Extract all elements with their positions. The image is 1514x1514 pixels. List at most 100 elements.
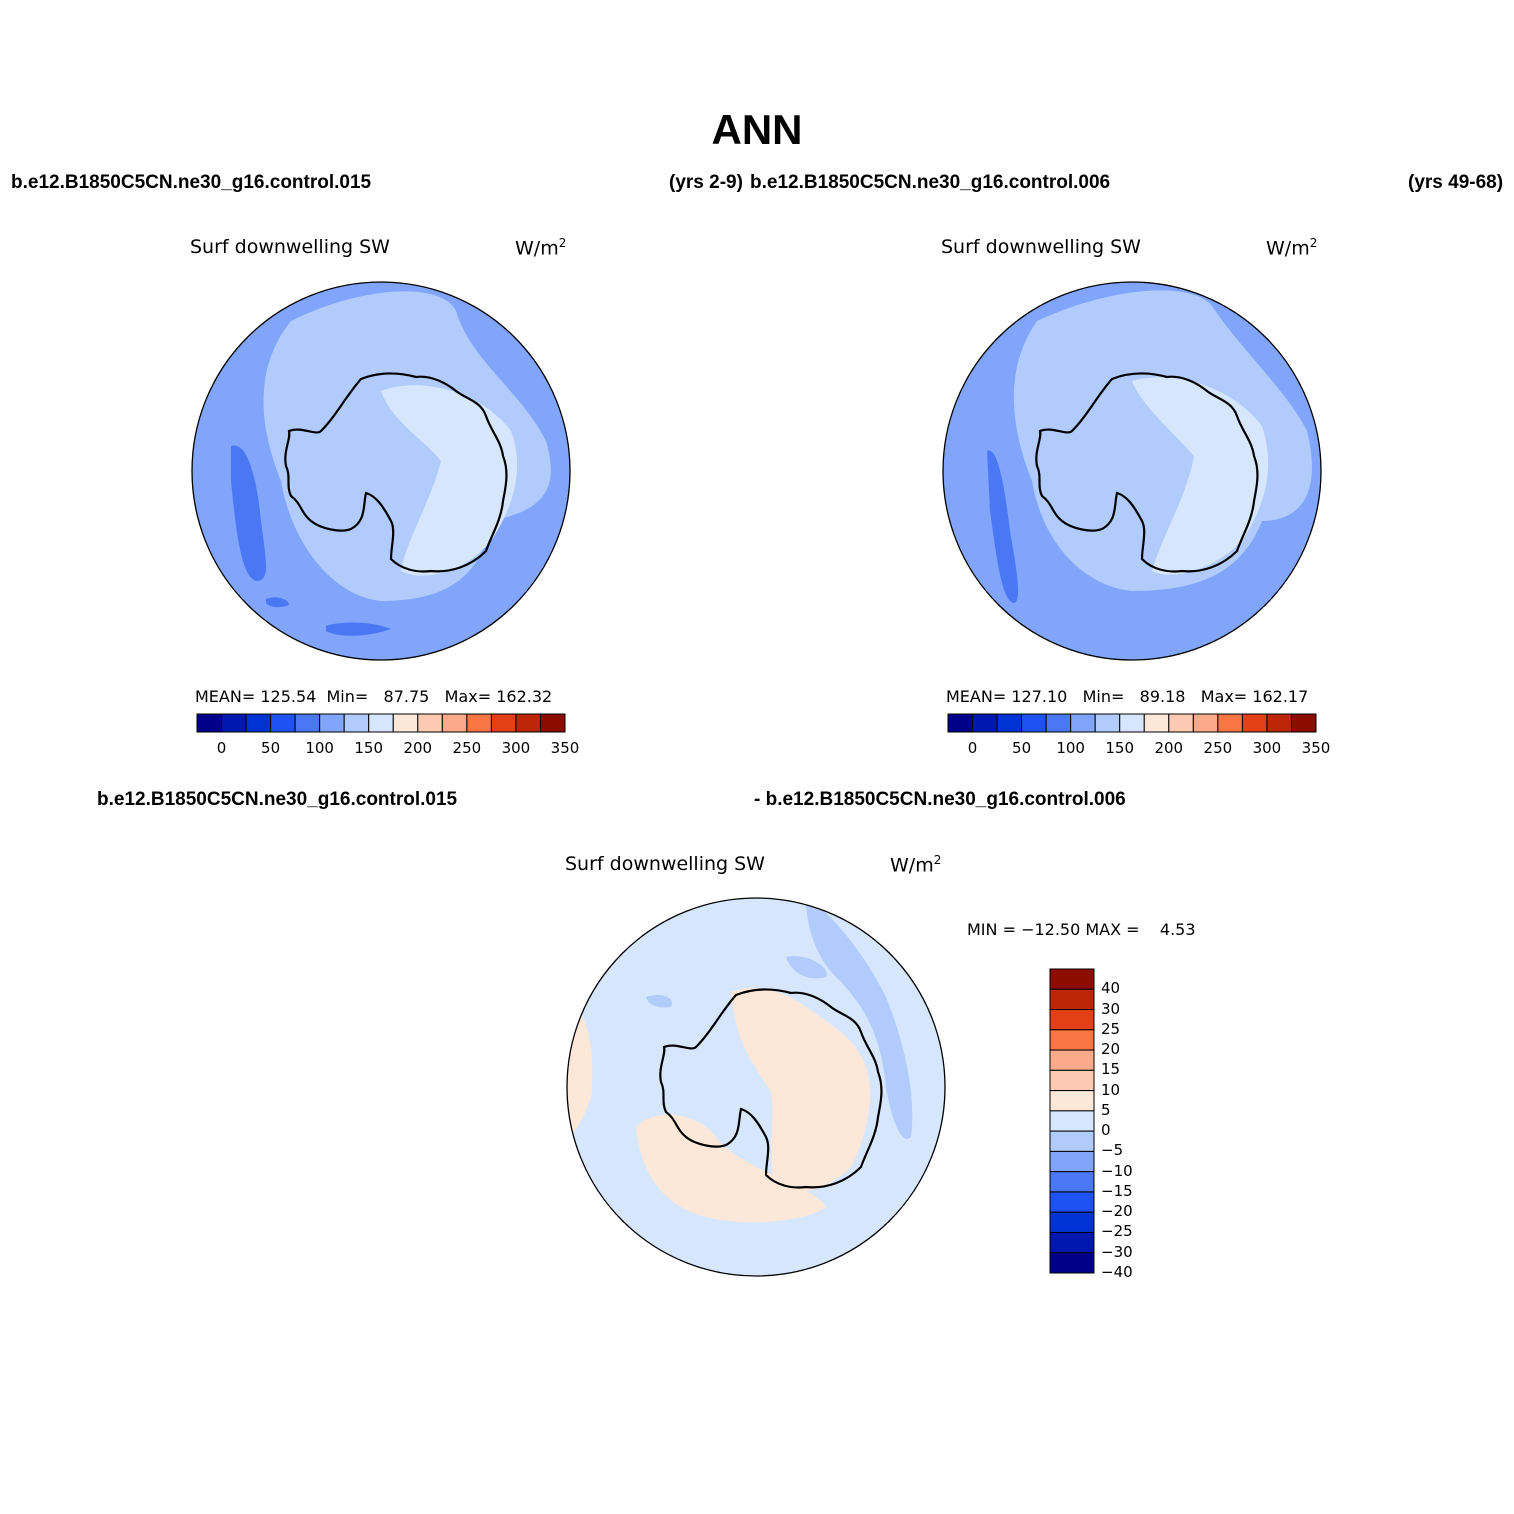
pacific-negative-patch xyxy=(786,956,827,979)
colorbar-swatch xyxy=(972,713,998,733)
panel2-units: W/m2 xyxy=(1266,236,1318,260)
panel2-years-label: (yrs 49-68) xyxy=(1408,172,1504,193)
colorbar-tick-label: 15 xyxy=(1101,1060,1121,1079)
colorbar-tick-label: 150 xyxy=(1105,739,1135,757)
panel1-years-label: (yrs 2-9) xyxy=(669,172,743,193)
colorbar-tick-label: −10 xyxy=(1101,1161,1133,1180)
antarctica-coastline xyxy=(1035,372,1259,573)
colorbar-swatch xyxy=(1049,1191,1095,1213)
panel2-case-label: b.e12.B1850C5CN.ne30_g16.control.006 xyxy=(750,172,1111,193)
colorbar-swatch xyxy=(196,713,223,733)
colorbar-swatch xyxy=(1217,713,1243,733)
colorbar-panel-2 xyxy=(947,713,1317,733)
colorbar-swatch xyxy=(1241,713,1268,733)
colorbar-tick-label: −30 xyxy=(1101,1242,1133,1261)
colorbar-tick-label: −20 xyxy=(1101,1202,1133,1221)
colorbar-swatch xyxy=(1119,713,1145,733)
panel1-stats: MEAN= 125.54 Min= 87.75 Max= 162.32 xyxy=(195,687,553,706)
panel1-case-label: b.e12.B1850C5CN.ne30_g16.control.015 xyxy=(11,172,372,193)
map-panel-difference xyxy=(566,897,946,1277)
colorbar-swatch xyxy=(221,713,247,733)
colorbar-tick-label: 250 xyxy=(1203,739,1233,757)
colorbar-swatch xyxy=(368,713,394,733)
diff-variable-title: Surf downwelling SW xyxy=(565,853,765,875)
pacific-negative-patch-2 xyxy=(646,995,672,1008)
colorbar-tick-label: 0 xyxy=(967,739,978,757)
colorbar-swatch xyxy=(539,713,566,733)
colorbar-swatch xyxy=(343,713,370,733)
colorbar-tick-label: 300 xyxy=(1252,739,1282,757)
colorbar-difference xyxy=(1049,968,1095,1274)
colorbar-swatch xyxy=(1290,713,1317,733)
colorbar-swatch xyxy=(1143,713,1170,733)
colorbar-swatch xyxy=(1049,968,1095,990)
colorbar-swatch xyxy=(1049,988,1095,1011)
colorbar-swatch xyxy=(1094,713,1121,733)
colorbar-swatch xyxy=(1021,713,1047,733)
colorbar-tick-label: 25 xyxy=(1101,1019,1121,1038)
colorbar-swatch xyxy=(1049,1090,1095,1112)
colorbar-swatch xyxy=(417,713,443,733)
colorbar-panel-1 xyxy=(196,713,566,733)
colorbar-swatch xyxy=(1192,713,1219,733)
colorbar-swatch xyxy=(1049,1029,1095,1051)
colorbar-tick-label: 200 xyxy=(403,739,433,757)
colorbar-swatch xyxy=(1045,713,1072,733)
colorbar-swatch xyxy=(1049,1150,1095,1173)
colorbar-swatch xyxy=(490,713,517,733)
colorbar-tick-label: 30 xyxy=(1101,999,1121,1018)
colorbar-tick-label: 20 xyxy=(1101,1040,1121,1059)
colorbar-swatch xyxy=(1049,1110,1095,1132)
south-pacific-min-1 xyxy=(987,450,1019,603)
panel2-variable-title: Surf downwelling SW xyxy=(941,236,1141,258)
panel1-units: W/m2 xyxy=(515,236,567,260)
colorbar-swatch xyxy=(1049,1211,1095,1233)
colorbar-tick-label: 100 xyxy=(1056,739,1085,757)
colorbar-swatch xyxy=(1049,1049,1095,1071)
colorbar-tick-label: −15 xyxy=(1101,1181,1133,1200)
colorbar-swatch xyxy=(1266,713,1292,733)
diff-units: W/m2 xyxy=(890,853,942,877)
colorbar-tick-label: 40 xyxy=(1101,979,1121,998)
colorbar-tick-label: 50 xyxy=(261,739,281,757)
figure-title: ANN xyxy=(711,106,803,153)
colorbar-swatch xyxy=(996,713,1023,733)
colorbar-tick-label: 350 xyxy=(1301,739,1331,757)
diff-case-b-label: - b.e12.B1850C5CN.ne30_g16.control.006 xyxy=(754,789,1126,810)
colorbar-tick-label: 50 xyxy=(1012,739,1032,757)
colorbar-swatch xyxy=(515,713,541,733)
atlantic-positive-patch xyxy=(636,1114,826,1223)
colorbar-swatch xyxy=(1049,1130,1095,1152)
colorbar-swatch xyxy=(441,713,468,733)
indian-ocean-band xyxy=(806,898,913,1139)
colorbar-tick-label: 300 xyxy=(501,739,531,757)
antarctica-coastline xyxy=(284,372,508,573)
colorbar-tick-label: 0 xyxy=(216,739,227,757)
plateau-field xyxy=(1132,377,1269,575)
east-antarctic-positive-patch xyxy=(731,987,871,1192)
south-pacific-min-2 xyxy=(326,622,391,636)
colorbar-swatch xyxy=(1049,1069,1095,1092)
colorbar-tick-label: 0 xyxy=(1101,1121,1111,1140)
colorbar-swatch xyxy=(245,713,272,733)
colorbar-swatch xyxy=(1070,713,1096,733)
colorbar-swatch xyxy=(1049,1252,1095,1274)
colorbar-tick-label: 250 xyxy=(452,739,482,757)
colorbar-tick-label: −25 xyxy=(1101,1222,1133,1241)
colorbar-swatch xyxy=(1049,1231,1095,1254)
diff-case-a-label: b.e12.B1850C5CN.ne30_g16.control.015 xyxy=(97,789,458,810)
colorbar-tick-label: 10 xyxy=(1101,1080,1121,1099)
colorbar-tick-label: −40 xyxy=(1101,1263,1133,1281)
colorbar-swatch xyxy=(319,713,345,733)
plateau-field xyxy=(381,385,518,576)
colorbar-swatch xyxy=(294,713,321,733)
colorbar-swatch xyxy=(392,713,419,733)
panel1-variable-title: Surf downwelling SW xyxy=(190,236,390,258)
colorbar-tick-label: −5 xyxy=(1101,1141,1124,1160)
map-panel-2 xyxy=(942,281,1322,661)
colorbar-tick-label: 5 xyxy=(1101,1100,1111,1119)
diff-stats: MIN = −12.50 MAX = 4.53 xyxy=(967,920,1196,939)
south-pacific-min-1 xyxy=(231,445,266,581)
map-panel-1 xyxy=(191,281,571,661)
colorbar-swatch xyxy=(466,713,492,733)
